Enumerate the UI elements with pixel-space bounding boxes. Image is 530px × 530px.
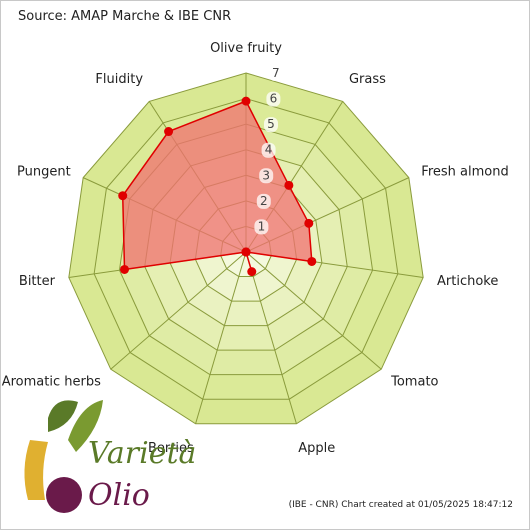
data-point-1: [284, 180, 294, 190]
axis-label: Fluidity: [95, 72, 143, 87]
data-point-9: [118, 191, 128, 201]
spoke-6: [195, 251, 247, 424]
tick-label-bg: [268, 66, 283, 81]
axis-label: Olive fruity: [210, 41, 282, 56]
axis-label: Aromatic herbs: [2, 374, 101, 389]
data-point-3: [307, 256, 317, 266]
axis-label: Apple: [298, 441, 335, 456]
data-point-8: [120, 264, 130, 274]
variet-olio-logo: Varietà Olio: [24, 400, 196, 513]
axis-label: Fresh almond: [421, 165, 508, 180]
tick-label: 4: [265, 143, 273, 157]
tick-label-bg: [254, 219, 269, 235]
tick-label-bg: [266, 91, 281, 107]
tick-labels: 1 2 3 4 5 6 7: [254, 66, 283, 235]
spoke-7: [110, 251, 247, 370]
axis-label: Tomato: [390, 374, 438, 389]
chart-credit-text: (IBE - CNR) Chart created at 01/05/2025 …: [288, 500, 513, 510]
tick-label: 3: [262, 168, 270, 182]
tick-label-bg: [256, 193, 271, 209]
axis-label: Berries: [148, 441, 194, 456]
tick-label-bg: [261, 142, 276, 158]
data-point-0: [241, 96, 251, 106]
source-text: Source: AMAP Marche & IBE CNR: [18, 9, 232, 24]
logo-word-varieta: Varietà: [88, 436, 196, 471]
logo-word-olio: Olio: [88, 478, 150, 513]
tick-label: 7: [272, 66, 280, 80]
data-point-10: [164, 127, 174, 137]
axis-label: Grass: [349, 72, 386, 87]
axis-label: Artichoke: [437, 274, 498, 289]
tick-label-bg: [264, 117, 278, 133]
axis-labels: Olive fruity Grass Fresh almond Artichoke To…: [2, 41, 509, 456]
axis-label: Pungent: [17, 165, 71, 180]
data-point-5: [247, 267, 257, 277]
data-point-7: [241, 247, 251, 257]
spoke-4: [245, 251, 382, 370]
data-point-2: [304, 218, 314, 228]
spoke-5: [245, 251, 297, 424]
tick-label-bg: [259, 168, 274, 184]
tick-label: 1: [258, 219, 266, 233]
axis-label: Bitter: [19, 274, 56, 289]
tick-label: 6: [270, 92, 278, 106]
tick-label: 5: [267, 117, 275, 131]
tick-label: 2: [260, 194, 268, 208]
